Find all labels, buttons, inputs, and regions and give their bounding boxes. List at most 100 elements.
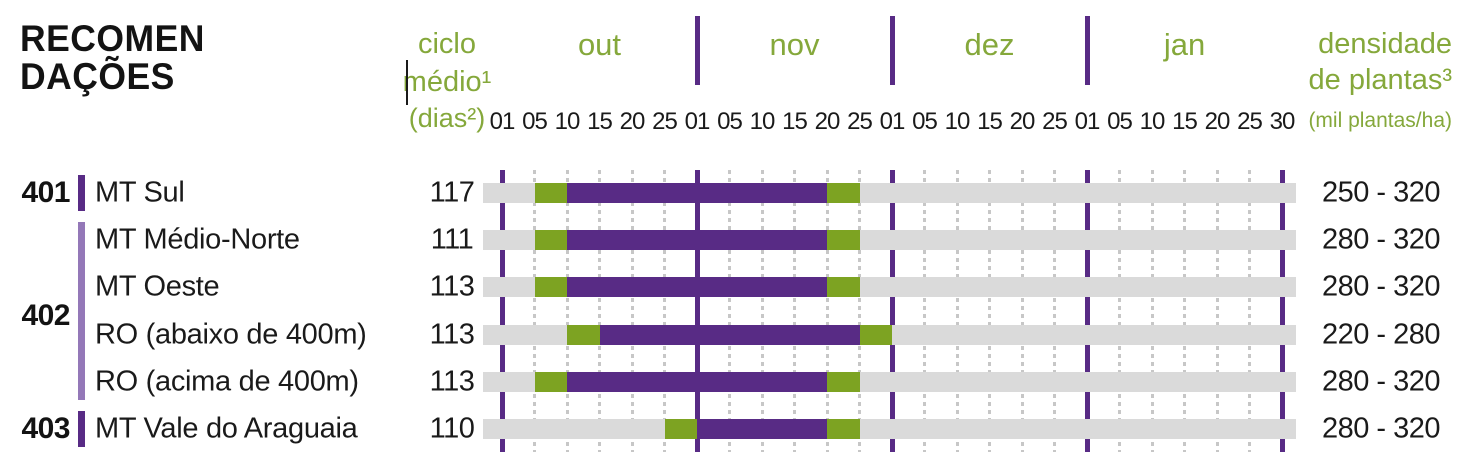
region-label: MT Oeste <box>95 270 220 303</box>
page-title-line1: RECOMEN <box>20 18 205 59</box>
day-tick-label: 20 <box>814 108 841 135</box>
region-label: MT Vale do Araguaia <box>95 412 358 445</box>
timeline-bar-segment <box>567 277 827 298</box>
day-gridline <box>533 170 536 452</box>
day-tick-label: 05 <box>1107 108 1133 135</box>
region-label: RO (acima de 400m) <box>95 365 359 398</box>
group-code-403: 403 <box>21 412 70 445</box>
ciclo-header-unit: (dias²) <box>408 103 486 134</box>
month-header-separator <box>694 16 700 85</box>
group-bar-401 <box>78 175 85 211</box>
day-gridline <box>923 170 926 452</box>
day-tick-label: 01 <box>489 108 516 135</box>
day-gridline <box>1118 170 1121 452</box>
timeline-bar-segment <box>827 419 860 439</box>
group-code-401: 401 <box>21 176 70 209</box>
densidade-header-unit: (mil plantas/ha) <box>1308 108 1452 132</box>
day-tick-label: 20 <box>1204 108 1231 135</box>
day-gridline <box>825 170 829 452</box>
day-tick-label: 05 <box>717 108 743 135</box>
group-bar-402 <box>78 222 85 400</box>
group-bar-403 <box>78 411 85 447</box>
timeline-bar-segment <box>859 324 892 345</box>
page-title-line2: DAÇÕES <box>20 55 175 97</box>
timeline-bar-segment <box>827 230 860 251</box>
day-tick-label: 15 <box>977 108 1003 135</box>
timeline-bar <box>483 419 1296 439</box>
day-tick-label: 15 <box>1172 108 1198 135</box>
day-tick-label: 01 <box>1074 108 1101 135</box>
densidade-value: 280 - 320 <box>1321 270 1441 303</box>
day-tick-label: 20 <box>1009 108 1036 135</box>
ciclo-column-tick-mark <box>406 60 408 105</box>
ciclo-medio-value: 113 <box>429 365 475 398</box>
densidade-column-header: densidade de plantas³ (mil plantas/ha) <box>1308 26 1452 134</box>
day-gridline <box>1215 170 1219 452</box>
region-label: RO (abaixo de 400m) <box>95 318 367 351</box>
timeline-bar-segment <box>567 371 827 392</box>
ciclo-header-line2: médio¹ <box>402 65 492 98</box>
densidade-value: 280 - 320 <box>1321 365 1441 398</box>
region-label: MT Médio-Norte <box>95 223 300 256</box>
densidade-value: 280 - 320 <box>1321 412 1441 445</box>
ciclo-medio-value: 110 <box>429 412 475 445</box>
ciclo-medio-value: 111 <box>430 223 474 256</box>
timeline-bar-segment <box>534 230 567 251</box>
day-gridline <box>1020 170 1024 452</box>
day-gridline <box>955 170 959 452</box>
day-gridline <box>565 170 569 452</box>
day-gridline <box>1248 170 1251 452</box>
timeline-bar <box>483 371 1296 392</box>
timeline-bar-segment <box>567 183 827 203</box>
month-boundary-line <box>499 170 505 452</box>
timeline-bar <box>483 183 1296 203</box>
ciclo-medio-column-header: ciclo médio¹ (dias²) <box>403 26 492 136</box>
ciclo-medio-value: 117 <box>429 176 475 209</box>
day-gridline <box>1150 170 1154 452</box>
timeline-bar-segment <box>827 371 860 392</box>
month-header-separator <box>889 16 895 85</box>
month-label-out: out <box>577 27 622 62</box>
day-gridline <box>793 170 796 452</box>
timeline-bar-segment <box>664 419 697 439</box>
day-tick-label: 25 <box>1042 108 1068 135</box>
day-gridline <box>760 170 764 452</box>
day-tick-label: 10 <box>749 108 776 135</box>
densidade-value: 280 - 320 <box>1321 223 1441 256</box>
densidade-header-line2: de plantas³ <box>1308 64 1453 97</box>
day-tick-label: 05 <box>912 108 938 135</box>
group-code-402: 402 <box>21 299 70 332</box>
month-boundary-line <box>694 170 700 452</box>
day-gridline <box>988 170 991 452</box>
timeline-bar-segment <box>827 277 860 298</box>
timeline-bar-segment <box>697 419 827 439</box>
day-tick-label: 15 <box>587 108 613 135</box>
day-gridline <box>1053 170 1056 452</box>
timeline-bar-segment <box>567 324 600 345</box>
day-gridline <box>858 170 861 452</box>
ciclo-medio-value: 113 <box>429 318 475 351</box>
day-gridline <box>1183 170 1186 452</box>
day-tick-label: 10 <box>554 108 581 135</box>
ciclo-medio-value: 113 <box>429 270 475 303</box>
page-title: RECOMEN DAÇÕES <box>20 20 205 95</box>
day-tick-label: 25 <box>847 108 873 135</box>
day-tick-label: 15 <box>782 108 808 135</box>
month-label-jan: jan <box>1163 27 1206 62</box>
densidade-header-line1: densidade <box>1318 28 1452 60</box>
timeline-bar-segment <box>827 183 860 203</box>
day-tick-label: 25 <box>1237 108 1263 135</box>
month-header-separator <box>1084 16 1090 85</box>
month-label-nov: nov <box>769 27 820 62</box>
day-gridline <box>598 170 601 452</box>
day-gridline <box>630 170 634 452</box>
timeline-bar <box>483 324 1296 345</box>
densidade-value: 250 - 320 <box>1321 176 1441 209</box>
month-label-dez: dez <box>964 27 1015 62</box>
timeline-bar-segment <box>534 371 567 392</box>
month-boundary-line <box>1279 170 1285 452</box>
timeline-bar <box>483 230 1296 251</box>
timeline-bar-segment <box>567 230 827 251</box>
day-tick-label: 20 <box>619 108 646 135</box>
